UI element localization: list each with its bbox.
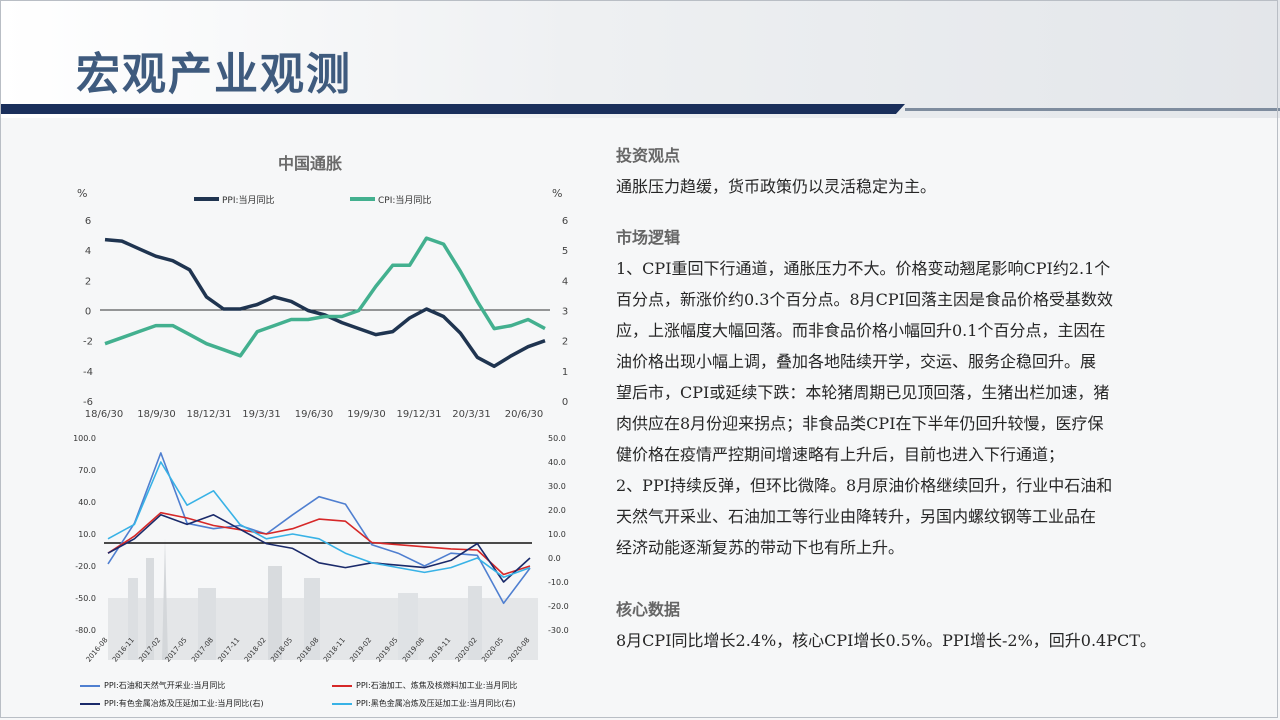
- market-logic-line: 2、PPI持续反弹，但环比微降。8月原油价格继续回升，行业中石油和: [616, 476, 1113, 495]
- chart1-x-tick: 19/9/30: [347, 409, 386, 420]
- section-heading-core-data: 核心数据: [616, 600, 681, 619]
- investment-view-text: 通胀压力趋缓，货币政策仍以灵活稳定为主。: [616, 177, 937, 196]
- legend-swatch: [332, 684, 352, 687]
- chart1-right-tick: 6: [562, 216, 568, 227]
- market-logic-line: 经济动能逐渐复苏的带动下也有所上升。: [616, 538, 905, 557]
- spacer: [616, 202, 1196, 222]
- market-logic-line: 百分点，新涨价约0.3个百分点。8月CPI回落主因是食品价格受基数效: [616, 290, 1113, 309]
- chart1-legend: PPI:当月同比 CPI:当月同比: [194, 194, 431, 206]
- chart2-right-tick: 30.0: [548, 482, 566, 491]
- chart2-left-tick: 10.0: [78, 530, 96, 539]
- chart1-x-tick: 20/6/30: [505, 409, 544, 420]
- chart2-right-tick: 20.0: [548, 506, 566, 515]
- chart1-x-axis: 18/6/30 18/9/30 18/12/31 19/3/31 19/6/30 19/9…: [85, 409, 544, 420]
- chart2-right-tick: -30.0: [548, 626, 569, 635]
- market-logic-line: 望后市，CPI或延续下跌：本轮猪周期已见顶回落，生猪出栏加速，猪: [616, 383, 1110, 402]
- chart2-legend: PPI:石油和天然气开采业:当月同比 PPI:石油加工、炼焦及核燃料加工业:当月…: [80, 676, 600, 716]
- chart2-left-tick: 40.0: [78, 498, 96, 507]
- chart2-legend-item: PPI:石油加工、炼焦及核燃料加工业:当月同比: [332, 680, 517, 691]
- chart2-series-line-3: [107, 514, 531, 583]
- section-heading-investment-view: 投资观点: [616, 146, 681, 165]
- chart1-left-tick: 6: [85, 216, 91, 227]
- chart1-left-tick: 0: [85, 307, 91, 318]
- chart2-legend-item: PPI:石油和天然气开采业:当月同比: [80, 680, 225, 691]
- chart2-left-tick: 100.0: [73, 434, 96, 443]
- chart1-legend-cpi: CPI:当月同比: [378, 194, 431, 206]
- market-logic-line: 肉供应在8月份迎来拐点；非食品类CPI在下半年仍回升较慢，医疗保: [616, 414, 1104, 433]
- chart2-x-tick: 2016-08: [85, 636, 110, 664]
- chart-china-inflation: 中国通胀 % % PPI:当月同比 CPI:当月同比 6 4 2 0 -2 -4 -6 6 5…: [77, 154, 568, 420]
- chart1-right-tick: 1: [562, 367, 568, 378]
- chart2-left-tick: 70.0: [78, 466, 96, 475]
- chart1-right-tick: 0: [562, 397, 568, 408]
- chart2-right-tick: 0.0: [548, 554, 561, 563]
- chart1-legend-ppi: PPI:当月同比: [222, 194, 275, 206]
- market-logic-line: 1、CPI重回下行通道，通胀压力不大。价格变动翘尾影响CPI约2.1个: [616, 259, 1111, 278]
- title-underline-bar: [0, 104, 905, 114]
- chart1-left-tick: -6: [83, 397, 93, 408]
- chart1-x-tick: 20/3/31: [452, 409, 491, 420]
- legend-swatch: [80, 702, 100, 705]
- chart1-x-tick: 18/6/30: [85, 409, 124, 420]
- chart1-x-tick: 18/9/30: [137, 409, 176, 420]
- chart2-legend-label: PPI:有色金属冶炼及压延加工业:当月同比(右): [104, 699, 264, 708]
- chart2-legend-item: PPI:有色金属冶炼及压延加工业:当月同比(右): [80, 698, 264, 709]
- commentary-panel: 投资观点 通胀压力趋缓，货币政策仍以灵活稳定为主。 市场逻辑 1、CPI重回下行…: [616, 140, 1196, 656]
- chart1-x-tick: 19/12/31: [397, 409, 442, 420]
- chart1-left-tick: 4: [85, 246, 91, 257]
- chart1-x-tick: 18/12/31: [187, 409, 232, 420]
- chart2-left-tick: -50.0: [75, 594, 96, 603]
- chart1-right-tick: 4: [562, 276, 568, 287]
- cpi-series-line: [104, 236, 546, 358]
- chart1-title: 中国通胀: [278, 154, 342, 173]
- chart2-right-tick: -20.0: [548, 602, 569, 611]
- chart2-right-tick: -10.0: [548, 578, 569, 587]
- chart2-legend-label: PPI:石油加工、炼焦及核燃料加工业:当月同比: [356, 681, 518, 690]
- chart2-series-line-4: [107, 461, 531, 578]
- chart1-left-tick: -2: [83, 337, 93, 348]
- legend-swatch: [332, 702, 352, 705]
- chart1-left-tick: -4: [83, 367, 93, 378]
- page-title: 宏观产业观测: [76, 49, 352, 100]
- chart1-right-axis: 6 5 4 3 2 1 0: [562, 216, 568, 408]
- market-logic-line: 油价格出现小幅上调，叠加各地陆续开学，交运、服务企稳回升。展: [616, 352, 1097, 371]
- chart2-legend-label: PPI:黑色金属冶炼及压延加工业:当月同比(右): [356, 699, 516, 708]
- chart2-legend-item: PPI:黑色金属冶炼及压延加工业:当月同比(右): [332, 698, 516, 709]
- chart1-right-tick: 5: [562, 246, 568, 257]
- market-logic-text: 1、CPI重回下行通道，通胀压力不大。价格变动翘尾影响CPI约2.1个 百分点，新…: [616, 253, 1196, 563]
- chart1-right-tick: 3: [562, 307, 568, 318]
- chart1-series: [104, 236, 546, 369]
- chart2-left-tick: -80.0: [75, 626, 96, 635]
- chart1-left-unit: %: [77, 187, 87, 200]
- skyline-illustration: [108, 538, 538, 660]
- market-logic-line: 健价格在疫情严控期间增速略有上升后，目前也进入下行通道；: [616, 445, 1065, 464]
- chart2-left-axis: 100.0 70.0 40.0 10.0 -20.0 -50.0 -80.0: [73, 434, 96, 635]
- chart2-right-tick: 10.0: [548, 530, 566, 539]
- chart2-right-tick: 50.0: [548, 434, 566, 443]
- header-band: [0, 0, 1280, 118]
- chart1-right-unit: %: [552, 187, 562, 200]
- spacer: [616, 563, 1196, 594]
- chart2-series-line-2: [107, 511, 531, 576]
- chart2-right-tick: 40.0: [548, 458, 566, 467]
- market-logic-line: 应，上涨幅度大幅回落。而非食品价格小幅回升0.1个百分点，主因在: [616, 321, 1106, 340]
- legend-swatch: [80, 684, 100, 687]
- chart1-left-axis: 6 4 2 0 -2 -4 -6: [83, 216, 93, 408]
- chart2-legend-label: PPI:石油和天然气开采业:当月同比: [104, 681, 226, 690]
- title-underline-thin: [905, 108, 1280, 111]
- market-logic-line: 天然气开采业、石油加工等行业由降转升，另国内螺纹钢等工业品在: [616, 507, 1097, 526]
- chart1-x-tick: 19/6/30: [295, 409, 334, 420]
- chart-ppi-industries: 100.0 70.0 40.0 10.0 -20.0 -50.0 -80.0 50.0 40.…: [73, 434, 569, 664]
- chart2-left-tick: -20.0: [75, 562, 96, 571]
- core-data-text: 8月CPI同比增长2.4%，核心CPI增长0.5%。PPI增长-2%，回升0.4…: [616, 631, 1156, 650]
- chart2-series: [107, 452, 531, 605]
- chart1-left-tick: 2: [85, 276, 91, 287]
- chart1-x-tick: 19/3/31: [242, 409, 281, 420]
- chart2-right-axis: 50.0 40.0 30.0 20.0 10.0 0.0 -10.0 -20.0 -30.0: [548, 434, 569, 635]
- section-heading-market-logic: 市场逻辑: [616, 228, 681, 247]
- chart1-right-tick: 2: [562, 337, 568, 348]
